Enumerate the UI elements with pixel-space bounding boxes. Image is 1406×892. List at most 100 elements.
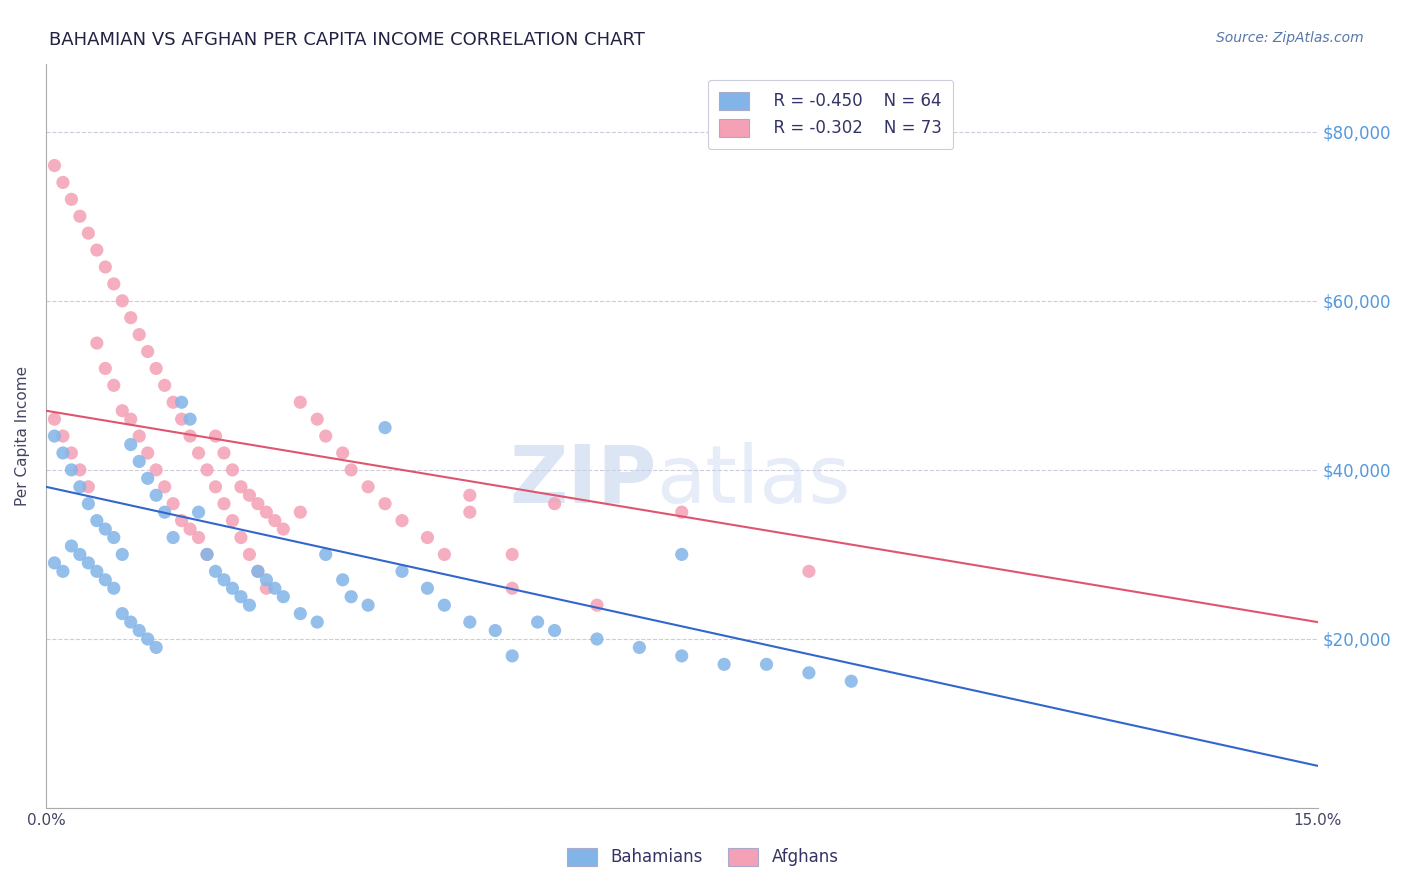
Point [290,395,312,409]
Point [103,531,125,545]
Point [120,310,142,325]
Point [60,192,83,206]
Point [103,277,125,291]
Point [179,522,201,536]
Point [391,565,413,579]
Point [357,598,380,612]
Point [111,293,134,308]
Point [94,522,117,536]
Point [136,446,159,460]
Point [586,598,609,612]
Point [69,463,91,477]
Point [162,531,184,545]
Point [69,209,91,223]
Point [153,480,176,494]
Point [307,412,329,426]
Point [484,624,506,638]
Point [103,378,125,392]
Point [136,632,159,646]
Text: BAHAMIAN VS AFGHAN PER CAPITA INCOME CORRELATION CHART: BAHAMIAN VS AFGHAN PER CAPITA INCOME COR… [49,31,645,49]
Point [52,176,75,190]
Point [458,488,481,502]
Point [145,463,167,477]
Point [246,565,269,579]
Point [136,471,159,485]
Point [416,581,439,595]
Point [94,260,117,274]
Point [86,514,108,528]
Point [136,344,159,359]
Point [374,497,396,511]
Point [332,573,354,587]
Point [221,463,243,477]
Point [204,565,226,579]
Point [221,581,243,595]
Point [307,615,329,629]
Point [195,548,218,562]
Point [86,243,108,257]
Point [128,624,150,638]
Text: atlas: atlas [657,442,851,520]
Point [60,539,83,553]
Point [212,446,235,460]
Point [187,505,209,519]
Point [77,497,100,511]
Point [128,454,150,468]
Point [254,505,277,519]
Point [195,548,218,562]
Point [713,657,735,672]
Point [44,159,66,173]
Point [273,590,295,604]
Point [195,463,218,477]
Point [94,573,117,587]
Point [111,607,134,621]
Point [671,548,693,562]
Point [60,463,83,477]
Point [77,226,100,240]
Point [187,446,209,460]
Point [501,548,523,562]
Point [103,581,125,595]
Point [60,446,83,460]
Point [69,480,91,494]
Point [238,488,260,502]
Y-axis label: Per Capita Income: Per Capita Income [15,366,30,506]
Legend:   R = -0.450    N = 64,   R = -0.302    N = 73: R = -0.450 N = 64, R = -0.302 N = 73 [707,79,953,149]
Point [153,378,176,392]
Point [162,395,184,409]
Point [628,640,651,655]
Point [263,581,285,595]
Point [238,598,260,612]
Point [229,480,252,494]
Point [246,565,269,579]
Point [332,446,354,460]
Point [290,607,312,621]
Point [120,437,142,451]
Point [187,531,209,545]
Point [44,429,66,443]
Point [128,429,150,443]
Point [86,336,108,351]
Point [458,615,481,629]
Point [340,463,363,477]
Point [120,615,142,629]
Text: Source: ZipAtlas.com: Source: ZipAtlas.com [1216,31,1364,45]
Point [204,480,226,494]
Point [145,488,167,502]
Point [671,648,693,663]
Point [179,412,201,426]
Point [263,514,285,528]
Point [111,548,134,562]
Point [357,480,380,494]
Point [52,446,75,460]
Point [128,327,150,342]
Point [839,674,862,689]
Point [86,565,108,579]
Point [374,420,396,434]
Point [458,505,481,519]
Point [212,573,235,587]
Text: ZIP: ZIP [509,442,657,520]
Point [229,531,252,545]
Point [433,598,456,612]
Point [145,361,167,376]
